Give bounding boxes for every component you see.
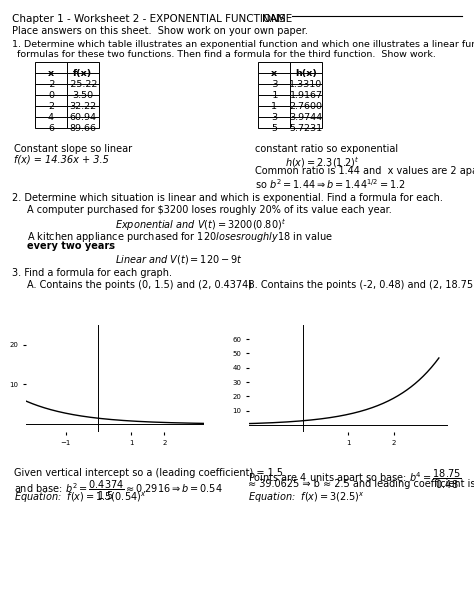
Text: 4: 4 [48, 113, 54, 122]
Text: 1.3310: 1.3310 [289, 80, 323, 89]
Bar [258, 84, 290, 95]
Text: .: . [108, 241, 111, 251]
Text: f(x) = 14.36x + 3.5: f(x) = 14.36x + 3.5 [14, 155, 109, 165]
Text: 2.7600: 2.7600 [290, 102, 322, 111]
Text: 3.50: 3.50 [73, 91, 93, 100]
Text: formulas for these two functions. Then find a formula for the third function.  S: formulas for these two functions. Then f… [17, 50, 436, 59]
Text: NAME: NAME [262, 14, 292, 24]
Bar [35, 106, 67, 117]
Text: Chapter 1 - Worksheet 2 - EXPONENTIAL FUNCTIONS: Chapter 1 - Worksheet 2 - EXPONENTIAL FU… [12, 14, 285, 24]
Text: 2: 2 [48, 102, 54, 111]
Text: 5: 5 [271, 124, 277, 133]
Bar [290, 95, 322, 106]
Bar [258, 95, 290, 106]
Text: every two years: every two years [27, 241, 115, 251]
Text: 6: 6 [48, 124, 54, 133]
Text: -25.22: -25.22 [68, 80, 98, 89]
Text: 0: 0 [48, 91, 54, 100]
Bar [258, 62, 290, 73]
Text: 32.22: 32.22 [69, 102, 97, 111]
Bar [35, 95, 67, 106]
Text: Place answers on this sheet.  Show work on your own paper.: Place answers on this sheet. Show work o… [12, 26, 308, 36]
Text: B. Contains the points (-2, 0.48) and (2, 18.75): B. Contains the points (-2, 0.48) and (2… [248, 280, 474, 290]
Text: 89.66: 89.66 [70, 124, 97, 133]
Text: $h(x) = 2.3(1.2)^t$: $h(x) = 2.3(1.2)^t$ [285, 155, 360, 170]
Text: x: x [48, 69, 54, 78]
Text: 5.7231: 5.7231 [290, 124, 323, 133]
Text: x: x [271, 69, 277, 78]
Text: A kitchen appliance purchased for $120 loses roughly $18 in value: A kitchen appliance purchased for $120 l… [27, 230, 334, 244]
Text: -1: -1 [269, 91, 279, 100]
Bar [67, 106, 99, 117]
Text: 1.9167: 1.9167 [290, 91, 322, 100]
Text: Exponential and $V(t) = 3200(0.80)^t$: Exponential and $V(t) = 3200(0.80)^t$ [115, 217, 286, 233]
Bar [67, 117, 99, 128]
Bar [67, 95, 99, 106]
Bar [35, 84, 67, 95]
Text: Points are 4 units apart so base: $b^4 = \dfrac{18.75}{0.48}$: Points are 4 units apart so base: $b^4 =… [248, 468, 462, 491]
Text: A. Contains the points (0, 1.5) and (2, 0.4374): A. Contains the points (0, 1.5) and (2, … [27, 280, 252, 290]
Text: Linear and $V(t) = 120 - 9t$: Linear and $V(t) = 120 - 9t$ [115, 253, 243, 266]
Bar [67, 62, 99, 73]
Text: 3.9744: 3.9744 [290, 113, 323, 122]
Bar [35, 62, 67, 73]
Text: Constant slope so linear: Constant slope so linear [14, 144, 132, 154]
Bar [290, 62, 322, 73]
Text: and base: $b^2 = \dfrac{0.4374}{1.5} \approx 0.2916 \Rightarrow b = 0.54$: and base: $b^2 = \dfrac{0.4374}{1.5} \ap… [14, 479, 223, 502]
Text: Common ratio is 1.44 and  x values are 2 apart: Common ratio is 1.44 and x values are 2 … [255, 166, 474, 176]
Text: 1: 1 [271, 102, 277, 111]
Bar [67, 73, 99, 84]
Text: -3: -3 [269, 80, 279, 89]
Text: Equation:  $f(x) = 3(2.5)^x$: Equation: $f(x) = 3(2.5)^x$ [248, 491, 365, 505]
Text: A computer purchased for $3200 loses roughly 20% of its value each year.: A computer purchased for $3200 loses rou… [27, 205, 392, 215]
Bar [258, 117, 290, 128]
Bar [258, 106, 290, 117]
Text: 2. Determine which situation is linear and which is exponential. Find a formula : 2. Determine which situation is linear a… [12, 193, 443, 203]
Text: -2: -2 [46, 80, 55, 89]
Text: 60.94: 60.94 [70, 113, 97, 122]
Bar [258, 73, 290, 84]
Text: ≈ 39.0625 ⇒ b ≈ 2.5 and leading coefficient is 3: ≈ 39.0625 ⇒ b ≈ 2.5 and leading coeffici… [248, 479, 474, 489]
Text: constant ratio so exponential: constant ratio so exponential [255, 144, 398, 154]
Text: Equation:  $f(x) = 1.5(0.54)^x$: Equation: $f(x) = 1.5(0.54)^x$ [14, 491, 146, 505]
Text: f(x): f(x) [73, 69, 92, 78]
Bar [290, 106, 322, 117]
Bar [290, 84, 322, 95]
Bar [290, 73, 322, 84]
Text: so $b^2 = 1.44 \Rightarrow b = 1.44^{1/2} = 1.2$: so $b^2 = 1.44 \Rightarrow b = 1.44^{1/2… [255, 177, 405, 191]
Bar [35, 117, 67, 128]
Bar [290, 117, 322, 128]
Text: 3. Find a formula for each graph.: 3. Find a formula for each graph. [12, 268, 172, 278]
Bar [35, 73, 67, 84]
Bar [67, 84, 99, 95]
Text: h(x): h(x) [295, 69, 317, 78]
Text: 1. Determine which table illustrates an exponential function and which one illus: 1. Determine which table illustrates an … [12, 40, 474, 49]
Text: Given vertical intercept so a (leading coefficient) = 1.5: Given vertical intercept so a (leading c… [14, 468, 283, 478]
Text: 3: 3 [271, 113, 277, 122]
